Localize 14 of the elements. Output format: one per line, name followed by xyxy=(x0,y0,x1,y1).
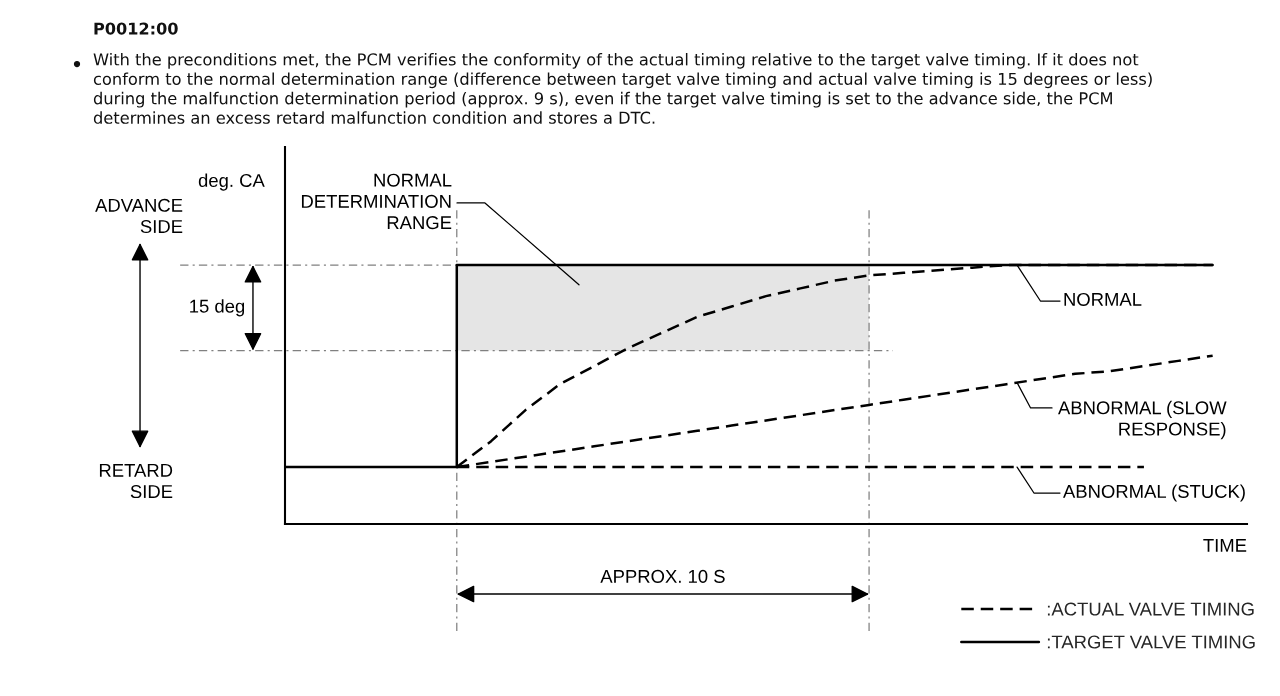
annotation: NORMAL xyxy=(1064,292,1142,306)
text: RETARD SIDE xyxy=(99,463,173,499)
x-axis-title: TIME xyxy=(1203,539,1247,552)
annotation: ABNORMAL (STUCK) xyxy=(1063,484,1245,502)
legend-label: :ACTUAL VALVE TIMING xyxy=(1047,602,1254,616)
text: 15 deg xyxy=(190,299,245,317)
chart-subtitle: With the preconditions met, the PCM verifies the conformity of the actual timing relative to the target valve timing. If it does not conform to the normal determination range (difference between target valve timing and actual valve timing is 15 degrees or less) during the malfunction determination period (approx. 9 s), even if the target valve timing is set to the advance side, the PCM determines an excess retard malfunction condition and stores a DTC. xyxy=(93,53,1152,124)
text: APPROX. 10 S xyxy=(600,569,725,583)
legend-label: :TARGET VALVE TIMING xyxy=(1047,635,1255,649)
text: P0012:00 xyxy=(94,22,178,35)
y-axis-title: deg. CA xyxy=(198,173,265,191)
annotation: ABNORMAL (SLOW RESPONSE) xyxy=(1058,400,1227,440)
text: NORMAL DETERMINATION RANGE xyxy=(301,173,452,230)
text: ADVANCE SIDE xyxy=(95,198,183,234)
